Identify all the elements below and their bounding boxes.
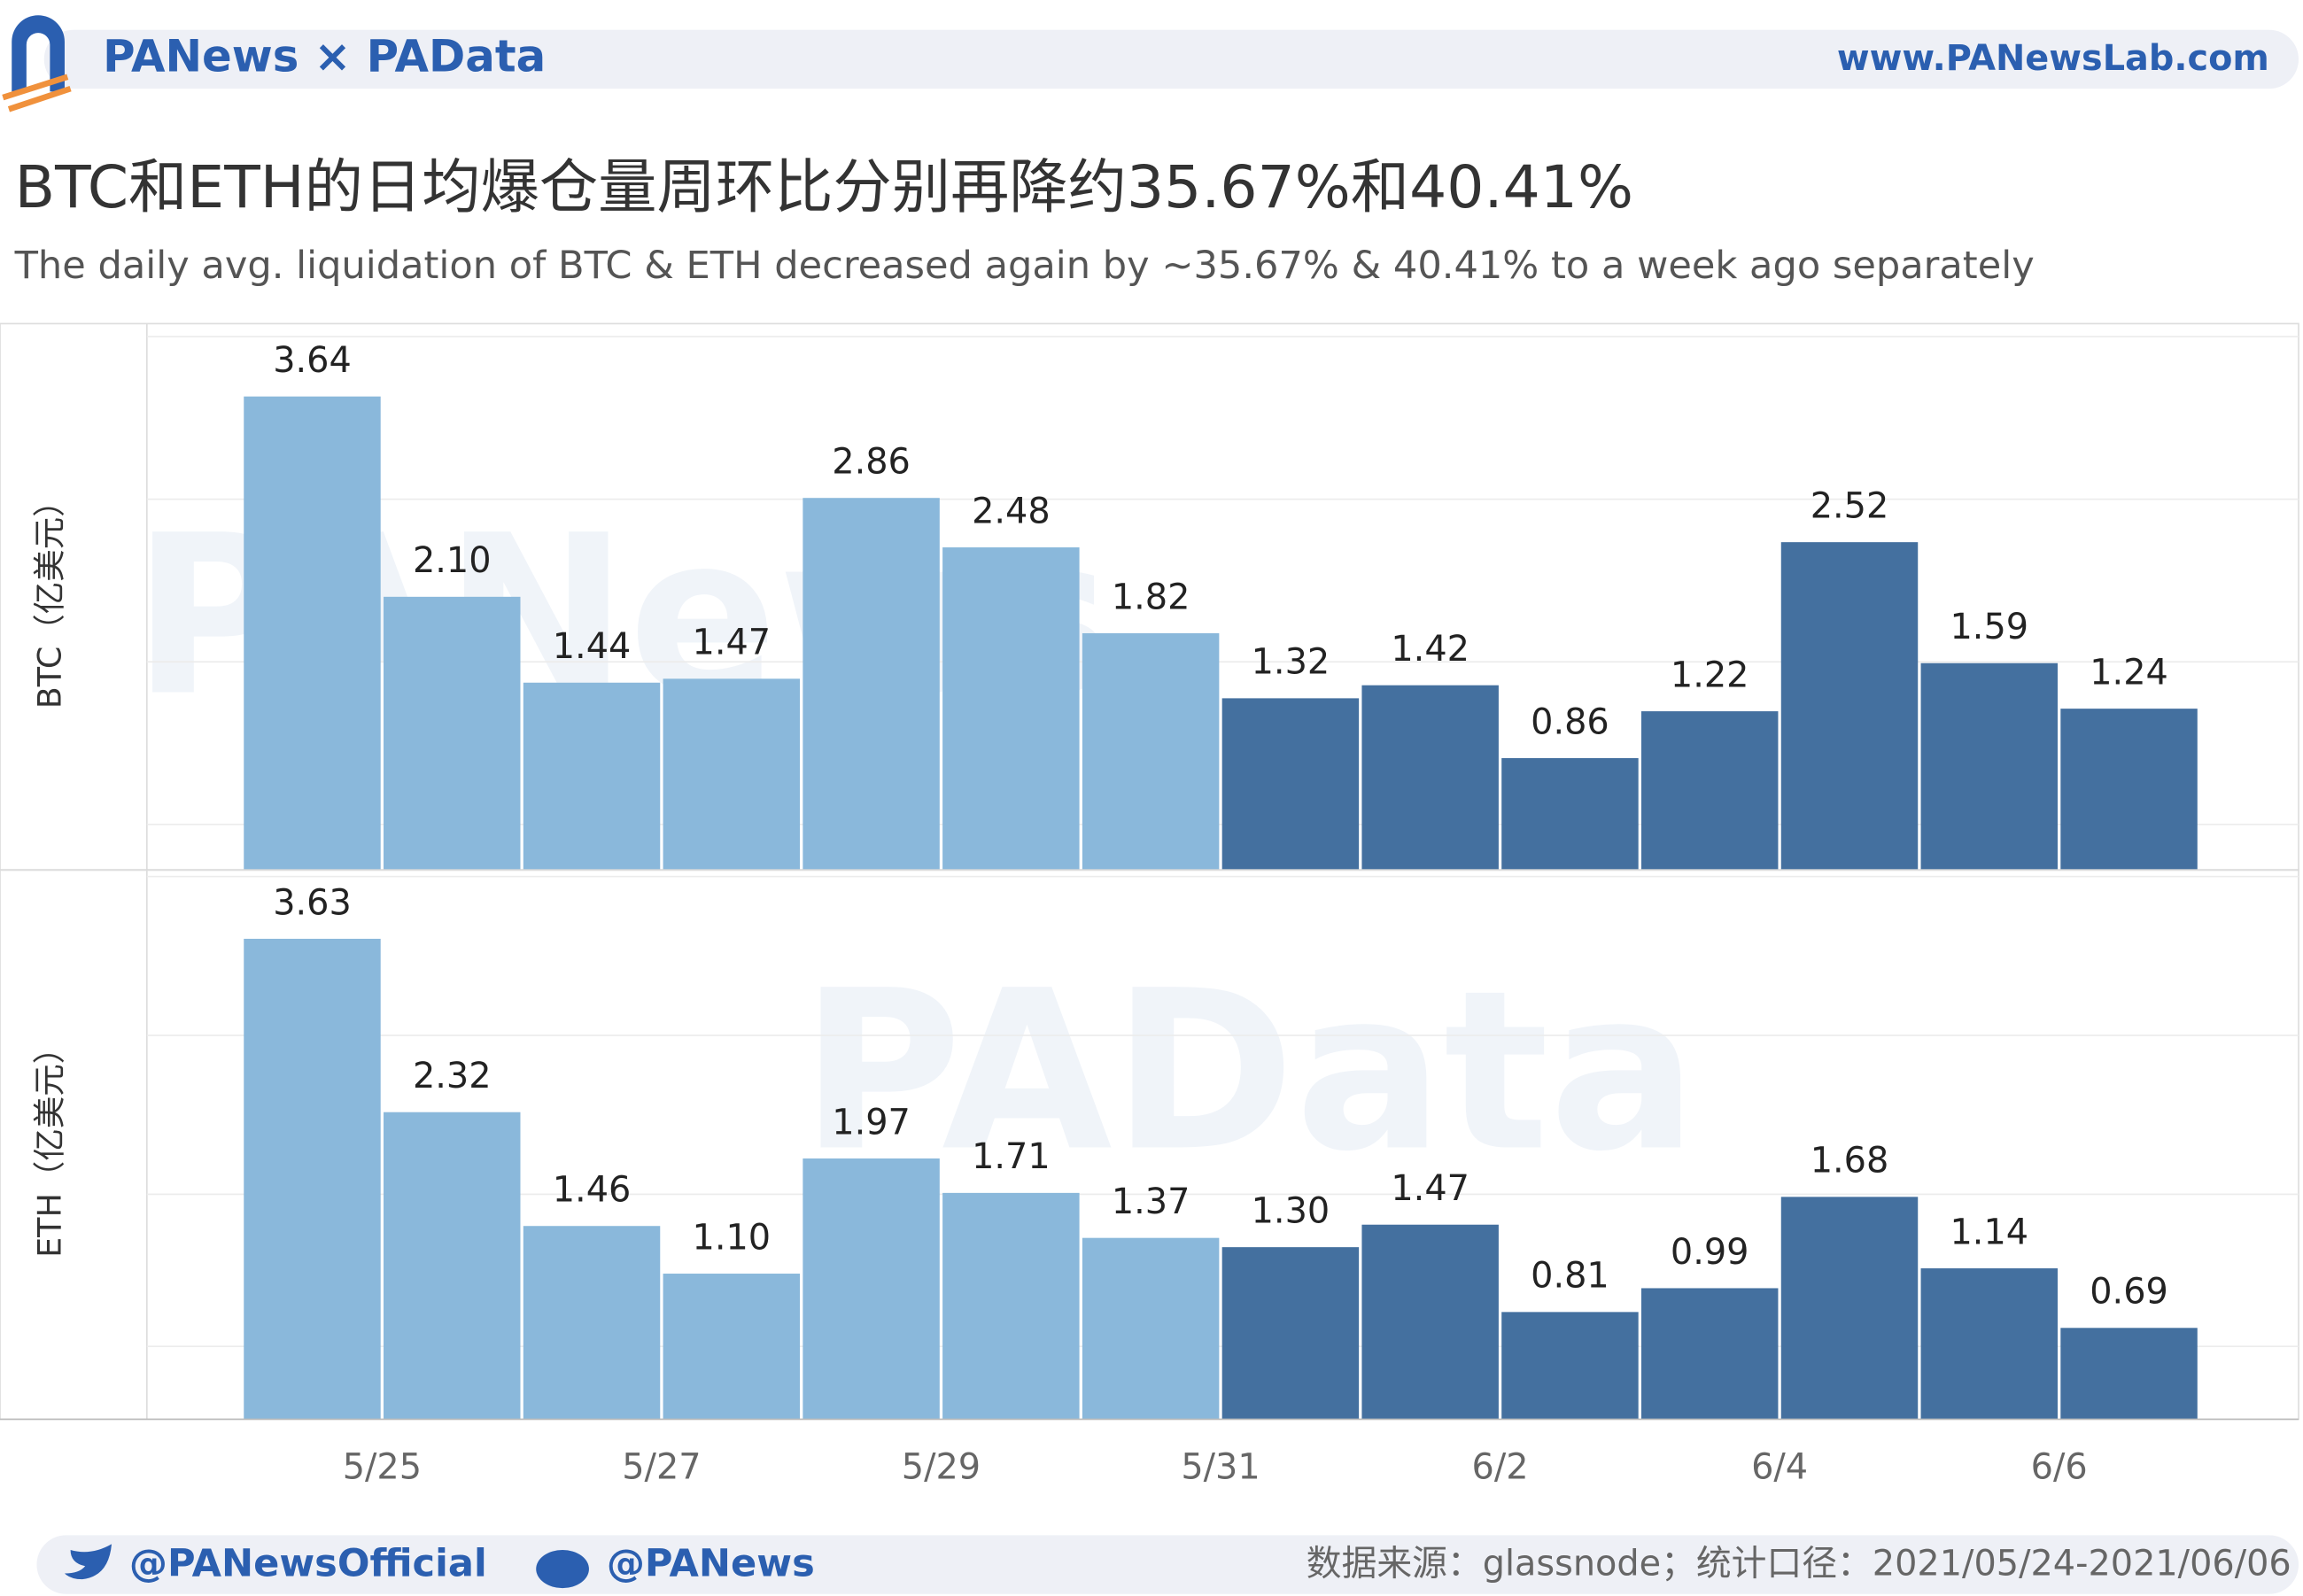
logo-icon	[12, 15, 65, 92]
value-label: 1.42	[1391, 629, 1469, 670]
value-label: 2.32	[413, 1056, 492, 1096]
subtitle: The daily avg. liquidation of BTC & ETH …	[14, 244, 2035, 288]
header-bar	[43, 29, 2299, 89]
bar	[1640, 711, 1779, 871]
value-label: 2.52	[1811, 486, 1889, 527]
bar	[2060, 709, 2198, 871]
bar	[1640, 1288, 1779, 1420]
value-label: 1.82	[1112, 577, 1190, 617]
bar	[1082, 1237, 1220, 1420]
title: BTC和ETH的日均爆仓量周环比分别再降约35.67%和40.41%	[15, 152, 1633, 221]
value-label: 1.59	[1950, 607, 2028, 647]
bar	[1920, 1268, 2059, 1420]
bar	[663, 678, 801, 871]
weibo: @PANews	[607, 1542, 815, 1586]
value-label: 0.86	[1531, 701, 1609, 742]
bar	[244, 396, 381, 871]
bar	[1361, 1224, 1499, 1420]
bar	[942, 1192, 1080, 1420]
bar	[244, 938, 381, 1420]
value-label: 0.69	[2090, 1272, 2168, 1313]
x-tick-label: 6/6	[2031, 1446, 2088, 1487]
bar	[1221, 698, 1360, 871]
value-label: 1.44	[553, 626, 632, 667]
bar	[523, 1226, 661, 1420]
value-label: 1.68	[1811, 1141, 1889, 1182]
value-label: 1.71	[972, 1136, 1051, 1177]
twitter: @PANewsOfficial	[129, 1542, 487, 1586]
bar	[803, 1158, 940, 1420]
value-label: 1.30	[1252, 1191, 1330, 1232]
x-tick-label: 5/25	[343, 1446, 422, 1487]
x-tick-label: 5/29	[902, 1446, 981, 1487]
bar	[1501, 1312, 1639, 1420]
bar	[1780, 1197, 1919, 1420]
value-label: 1.46	[553, 1170, 632, 1211]
bar	[1920, 662, 2059, 871]
twitter-icon	[64, 1544, 112, 1580]
value-label: 1.22	[1671, 655, 1749, 695]
bar	[1221, 1247, 1360, 1420]
bar	[663, 1274, 801, 1420]
bar	[803, 498, 940, 871]
bar	[384, 1112, 521, 1420]
x-tick-label: 6/4	[1751, 1446, 1808, 1487]
bar	[384, 596, 521, 871]
value-label: 2.86	[832, 442, 911, 483]
bar	[2060, 1328, 2198, 1420]
url: www.PANewsLab.com	[1837, 38, 2269, 79]
value-label: 1.10	[693, 1217, 772, 1258]
y-axis-label: BTC（亿美元）	[31, 484, 69, 709]
value-label: 2.10	[413, 540, 492, 581]
value-label: 1.97	[832, 1102, 911, 1143]
value-label: 0.99	[1671, 1232, 1749, 1273]
value-label: 3.63	[273, 882, 352, 923]
value-label: 1.24	[2090, 652, 2168, 693]
source: 数据来源：glassnode；统计口径：2021/05/24-2021/06/0…	[1307, 1544, 2291, 1584]
y-axis-label: ETH（亿美元）	[31, 1032, 69, 1258]
footer-bar	[36, 1535, 2299, 1594]
bar	[1082, 632, 1220, 871]
x-tick-label: 5/27	[622, 1446, 701, 1487]
bar	[1361, 685, 1499, 871]
bar	[942, 547, 1080, 871]
x-tick-label: 6/2	[1472, 1446, 1529, 1487]
charts: BTC（亿美元） 3.64 2.10 1.44 1.47 2.86 2.48 1.82 1.32…	[0, 322, 2299, 1487]
value-label: 0.81	[1531, 1256, 1609, 1297]
watermark: PAData	[801, 943, 1698, 1200]
brand: PANews × PAData	[103, 30, 546, 81]
bar	[523, 682, 661, 871]
value-label: 1.14	[1950, 1212, 2028, 1252]
bar	[1780, 542, 1919, 871]
value-label: 1.37	[1112, 1182, 1190, 1222]
value-label: 2.48	[972, 491, 1051, 531]
x-tick-label: 5/31	[1181, 1446, 1260, 1487]
value-label: 3.64	[273, 340, 352, 381]
logo-stripes	[2, 74, 72, 112]
value-label: 1.47	[693, 623, 772, 663]
bar	[1501, 757, 1639, 871]
value-label: 1.47	[1391, 1168, 1469, 1209]
weibo-icon	[536, 1549, 589, 1589]
value-label: 1.32	[1252, 642, 1330, 683]
